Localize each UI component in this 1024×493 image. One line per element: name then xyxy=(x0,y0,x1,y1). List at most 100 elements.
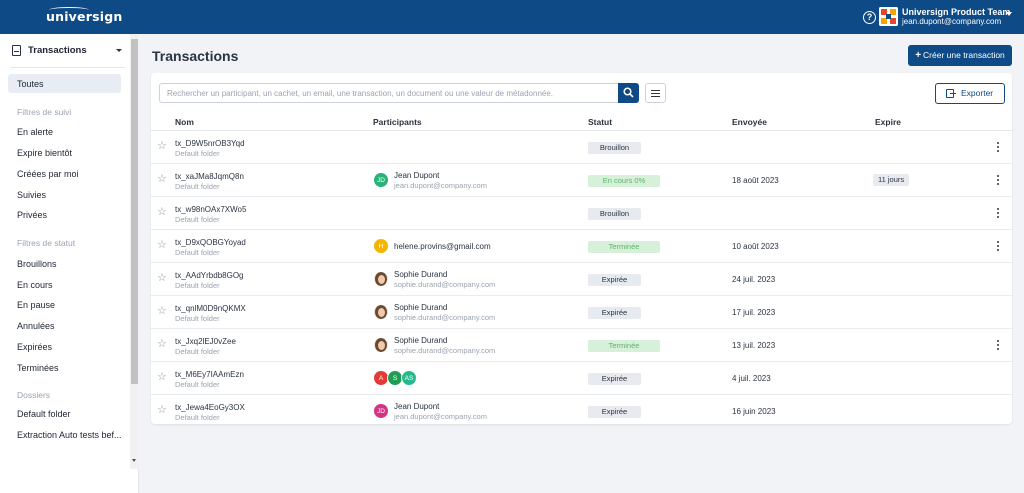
participant-email: helene.provins@gmail.com xyxy=(394,242,491,251)
sidebar-item-active-bg xyxy=(8,74,121,93)
column-header-name[interactable]: Nom xyxy=(175,117,194,127)
transaction-name[interactable]: tx_AAdYrbdb8GOg xyxy=(175,271,244,280)
column-header-participants[interactable]: Participants xyxy=(373,117,422,127)
status-badge: Expirée xyxy=(588,274,641,286)
star-icon[interactable]: ☆ xyxy=(157,338,167,350)
sidebar: Transactions Toutes Filtres de suivi En … xyxy=(0,34,139,493)
status-badge: Terminée xyxy=(588,241,660,253)
section-status-filters: Filtres de statut xyxy=(17,238,76,248)
more-options-icon[interactable] xyxy=(996,240,1000,252)
app-logo[interactable]: universign xyxy=(46,9,123,24)
sidebar-item-default-folder[interactable]: Default folder xyxy=(17,409,71,419)
plus-icon: + xyxy=(915,50,922,61)
column-header-sent[interactable]: Envoyée xyxy=(732,117,767,127)
column-header-status[interactable]: Statut xyxy=(588,117,613,127)
transaction-folder: Default folder xyxy=(175,314,220,323)
sent-date: 13 juil. 2023 xyxy=(732,341,776,350)
sidebar-item-brouillons[interactable]: Brouillons xyxy=(17,259,57,269)
transaction-folder: Default folder xyxy=(175,215,220,224)
scroll-down-arrow-icon[interactable] xyxy=(132,459,136,462)
team-email[interactable]: jean.dupont@company.com xyxy=(902,17,1002,26)
sidebar-item-en-cours[interactable]: En cours xyxy=(17,280,53,290)
sidebar-scrollbar-thumb[interactable] xyxy=(131,39,138,384)
page-title: Transactions xyxy=(152,48,239,64)
sidebar-header-transactions[interactable]: Transactions xyxy=(10,43,126,61)
table-row[interactable]: ☆ tx_AAdYrbdb8GOg Default folder Sophie … xyxy=(151,263,1012,296)
transaction-name[interactable]: tx_w98nOAx7XWo5 xyxy=(175,205,247,214)
team-avatar[interactable] xyxy=(879,7,898,26)
star-icon[interactable]: ☆ xyxy=(157,140,167,152)
more-options-icon[interactable] xyxy=(996,141,1000,153)
transaction-name[interactable]: tx_Jewa4EoGy3OX xyxy=(175,403,245,412)
search-icon xyxy=(623,87,634,98)
transaction-name[interactable]: tx_xaJMa8JqmQ8n xyxy=(175,172,244,181)
transaction-folder: Default folder xyxy=(175,347,220,356)
table-row[interactable]: ☆ tx_Jewa4EoGy3OX Default folder JD Jean… xyxy=(151,395,1012,428)
sidebar-item-expirees[interactable]: Expirées xyxy=(17,342,53,352)
sent-date: 10 août 2023 xyxy=(732,242,779,251)
star-icon[interactable]: ☆ xyxy=(157,305,167,317)
table-row[interactable]: ☆ tx_xaJMa8JqmQ8n Default folder JD Jean… xyxy=(151,164,1012,197)
column-header-expire[interactable]: Expire xyxy=(875,117,901,127)
star-icon[interactable]: ☆ xyxy=(157,272,167,284)
star-icon[interactable]: ☆ xyxy=(157,173,167,185)
transaction-name[interactable]: tx_D9xQOBGYoyad xyxy=(175,238,246,247)
participant-email: sophie.durand@company.com xyxy=(394,313,496,322)
sidebar-item-expire-bientot[interactable]: Expire bientôt xyxy=(17,148,73,158)
star-icon[interactable]: ☆ xyxy=(157,371,167,383)
transaction-name[interactable]: tx_Jxq2lEJ0vZee xyxy=(175,337,236,346)
table-row[interactable]: ☆ tx_M6Ey7IAAmEzn Default folder A S AS … xyxy=(151,362,1012,395)
export-label: Exporter xyxy=(961,88,994,98)
avatar: AS xyxy=(401,370,417,386)
participant-name: Sophie Durand xyxy=(394,303,448,312)
sidebar-item-en-alerte[interactable]: En alerte xyxy=(17,127,54,137)
sidebar-item-en-pause[interactable]: En pause xyxy=(17,300,56,310)
transaction-folder: Default folder xyxy=(175,248,220,257)
sidebar-item-privees[interactable]: Privées xyxy=(17,210,48,220)
team-name[interactable]: Universign Product Team xyxy=(902,7,1011,17)
help-circle-icon[interactable]: ? xyxy=(863,11,876,24)
avatar: S xyxy=(387,370,403,386)
search-button[interactable] xyxy=(618,83,639,103)
transaction-name[interactable]: tx_qnlM0D9nQKMX xyxy=(175,304,246,313)
sidebar-item-annulees[interactable]: Annulées xyxy=(17,321,55,331)
table-row[interactable]: ☆ tx_w98nOAx7XWo5 Default folder Brouill… xyxy=(151,197,1012,230)
star-icon[interactable]: ☆ xyxy=(157,206,167,218)
avatar xyxy=(373,304,389,320)
filter-button[interactable] xyxy=(645,83,666,103)
avatar: H xyxy=(373,238,389,254)
section-tracking-filters: Filtres de suivi xyxy=(17,107,72,117)
participant-name: Sophie Durand xyxy=(394,270,448,279)
sidebar-item-toutes[interactable]: Toutes xyxy=(17,79,44,89)
sidebar-item-suivies[interactable]: Suivies xyxy=(17,190,47,200)
more-options-icon[interactable] xyxy=(996,207,1000,219)
participant-name: Jean Dupont xyxy=(394,402,440,411)
avatar: A xyxy=(373,370,389,386)
avatar xyxy=(373,337,389,353)
table-row[interactable]: ☆ tx_D9xQOBGYoyad Default folder H helen… xyxy=(151,230,1012,263)
transaction-folder: Default folder xyxy=(175,182,220,191)
top-bar: universign ? Universign Product Team jea… xyxy=(0,0,1024,34)
sent-date: 18 août 2023 xyxy=(732,176,779,185)
transaction-folder: Default folder xyxy=(175,149,220,158)
sidebar-item-creees-par-moi[interactable]: Créées par moi xyxy=(17,169,79,179)
more-options-icon[interactable] xyxy=(996,339,1000,351)
search-input[interactable] xyxy=(159,83,619,103)
chevron-down-icon xyxy=(116,49,122,52)
star-icon[interactable]: ☆ xyxy=(157,404,167,416)
export-button[interactable]: Exporter xyxy=(935,83,1005,104)
table-row[interactable]: ☆ tx_qnlM0D9nQKMX Default folder Sophie … xyxy=(151,296,1012,329)
table-row[interactable]: ☆ tx_D9W5nrOB3Yqd Default folder Brouill… xyxy=(151,131,1012,164)
more-options-icon[interactable] xyxy=(996,174,1000,186)
sidebar-item-extraction-folder[interactable]: Extraction Auto tests bef... xyxy=(17,430,122,440)
transaction-name[interactable]: tx_M6Ey7IAAmEzn xyxy=(175,370,244,379)
table-row[interactable]: ☆ tx_Jxq2lEJ0vZee Default folder Sophie … xyxy=(151,329,1012,362)
star-icon[interactable]: ☆ xyxy=(157,239,167,251)
chevron-down-icon[interactable] xyxy=(1006,12,1012,16)
export-icon xyxy=(946,89,956,98)
logo-wave-icon xyxy=(49,7,89,13)
transaction-name[interactable]: tx_D9W5nrOB3Yqd xyxy=(175,139,245,148)
create-transaction-button[interactable]: + Créer une transaction xyxy=(908,45,1012,66)
sidebar-item-terminees[interactable]: Terminées xyxy=(17,363,59,373)
status-badge: En cours 0% xyxy=(588,175,660,187)
